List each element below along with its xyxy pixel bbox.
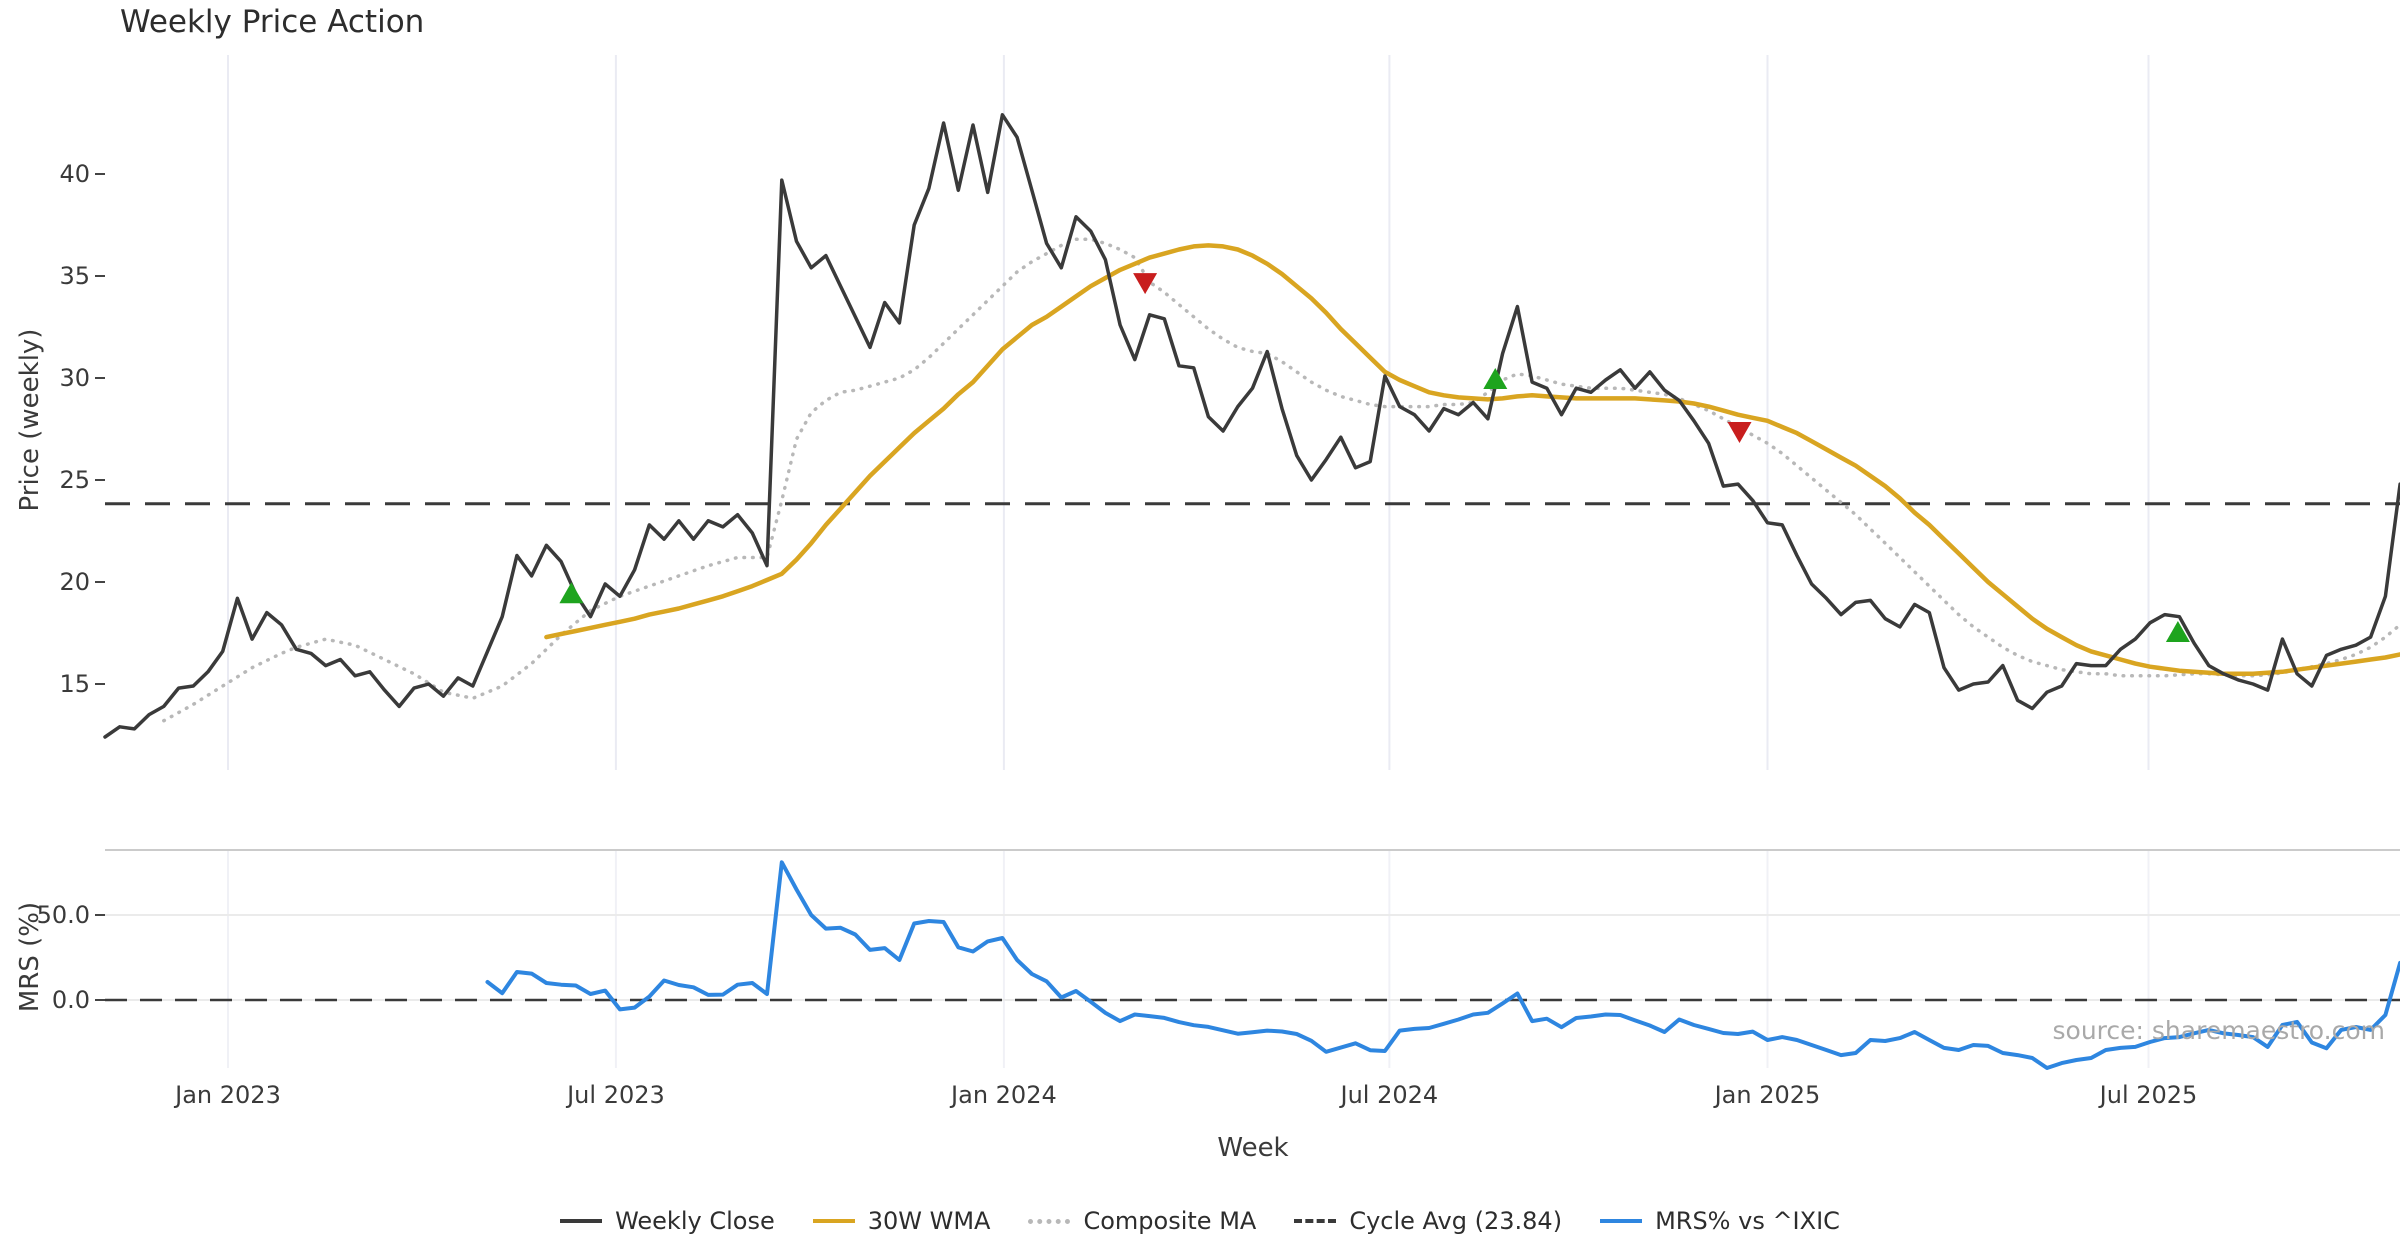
weekly-close-line	[103, 113, 2400, 739]
legend-item-label: 30W WMA	[867, 1207, 991, 1235]
legend-line-swatch	[1600, 1219, 1643, 1223]
composite-ma-line	[162, 237, 2400, 723]
price-y-tick-label: 40	[59, 160, 90, 188]
legend-item-label: MRS% vs ^IXIC	[1655, 1207, 1840, 1235]
legend-item-mrs-vs-ixic: MRS% vs ^IXIC	[1600, 1207, 1840, 1235]
price-axis-label: Price (weekly)	[15, 328, 45, 512]
legend-item-label: Composite MA	[1083, 1207, 1257, 1235]
week-axis-label: Week	[1217, 1133, 1289, 1163]
buy-signal-marker	[2165, 621, 2190, 642]
price-y-tick-label: 25	[59, 466, 90, 494]
sell-signal-marker	[1133, 273, 1158, 295]
legend-item-composite-ma: Composite MA	[1028, 1207, 1256, 1235]
legend-line-swatch	[812, 1219, 855, 1223]
buy-signal-marker	[559, 582, 584, 604]
x-tick-label: Jan 2025	[1714, 1081, 1821, 1109]
x-tick-label: Jul 2023	[567, 1081, 665, 1109]
mrs-y-tick-label: 0.0	[51, 986, 90, 1014]
mrs-y-tick-label: 50.0	[36, 901, 90, 929]
sell-signal-marker	[1727, 422, 1752, 443]
price-y-tick-label: 30	[59, 364, 90, 392]
legend-item-cycle-avg-23-84-: Cycle Avg (23.84)	[1294, 1207, 1562, 1235]
x-tick-label: Jul 2025	[2099, 1081, 2198, 1109]
legend-item-30w-wma: 30W WMA	[812, 1207, 991, 1235]
source-watermark: source: sharemaestro.com	[2052, 1016, 2386, 1045]
buy-signal-marker	[1483, 368, 1508, 389]
legend-item-label: Cycle Avg (23.84)	[1349, 1207, 1563, 1235]
price-y-tick-label: 15	[59, 670, 90, 698]
x-tick-label: Jan 2024	[951, 1081, 1057, 1109]
chart-title: Weekly Price Action	[120, 4, 425, 40]
x-tick-label: Jul 2024	[1340, 1081, 1439, 1109]
legend-item-label: Weekly Close	[615, 1207, 775, 1235]
legend-line-swatch	[1028, 1218, 1071, 1224]
legend-line-swatch	[560, 1219, 603, 1223]
legend: Weekly Close 30W WMA Composite MA Cycle Avg…	[0, 1207, 2400, 1235]
legend-line-swatch	[1294, 1219, 1337, 1223]
x-tick-label: Jan 2023	[175, 1081, 281, 1109]
price-y-tick-label: 20	[59, 568, 90, 596]
legend-item-weekly-close: Weekly Close	[560, 1207, 775, 1235]
price-y-tick-label: 35	[59, 262, 90, 290]
mrs-line	[485, 860, 2400, 1070]
30w-wma-line	[544, 243, 2400, 677]
